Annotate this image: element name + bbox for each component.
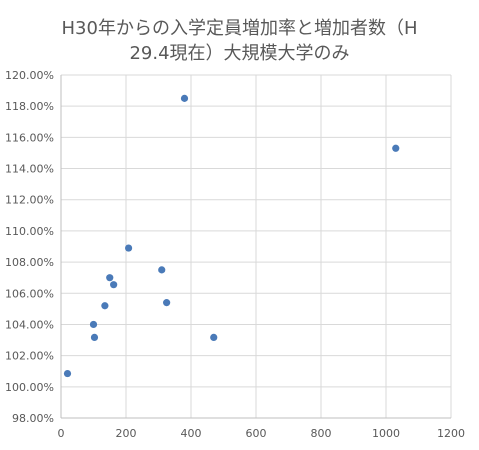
y-tick-label: 118.00% <box>5 100 54 113</box>
x-tick-label: 0 <box>58 427 65 440</box>
y-tick-label: 104.00% <box>5 318 54 331</box>
y-tick-label: 114.00% <box>5 163 54 176</box>
data-point <box>158 266 166 274</box>
data-point <box>89 320 98 329</box>
y-tick-label: 116.00% <box>5 131 54 144</box>
x-tick-label: 200 <box>116 427 137 440</box>
data-point <box>110 281 118 289</box>
data-point <box>101 302 109 310</box>
x-tick-label: 1200 <box>437 427 465 440</box>
y-tick-label: 108.00% <box>5 256 54 269</box>
data-point <box>125 244 133 252</box>
chart-title-line-1: H30年からの入学定員増加率と増加者数（H <box>61 18 418 39</box>
data-point <box>163 299 171 307</box>
y-tick-label: 110.00% <box>5 225 54 238</box>
data-point <box>63 369 72 378</box>
data-point <box>392 144 400 152</box>
y-tick-label: 100.00% <box>5 381 54 394</box>
x-tick-label: 1000 <box>372 427 400 440</box>
y-tick-label: 120.00% <box>5 69 54 82</box>
y-tick-label: 112.00% <box>5 194 54 207</box>
x-tick-label: 800 <box>311 427 332 440</box>
x-tick-label: 400 <box>181 427 202 440</box>
y-tick-label: 102.00% <box>5 350 54 363</box>
data-point <box>210 333 218 341</box>
y-tick-label: 98.00% <box>12 412 54 425</box>
y-tick-label: 106.00% <box>5 287 54 300</box>
chart-title-line-2: 29.4現在）大規模大学のみ <box>129 43 350 64</box>
x-tick-label: 600 <box>246 427 267 440</box>
data-point <box>106 274 114 282</box>
data-point <box>180 94 189 102</box>
data-point <box>90 333 99 341</box>
